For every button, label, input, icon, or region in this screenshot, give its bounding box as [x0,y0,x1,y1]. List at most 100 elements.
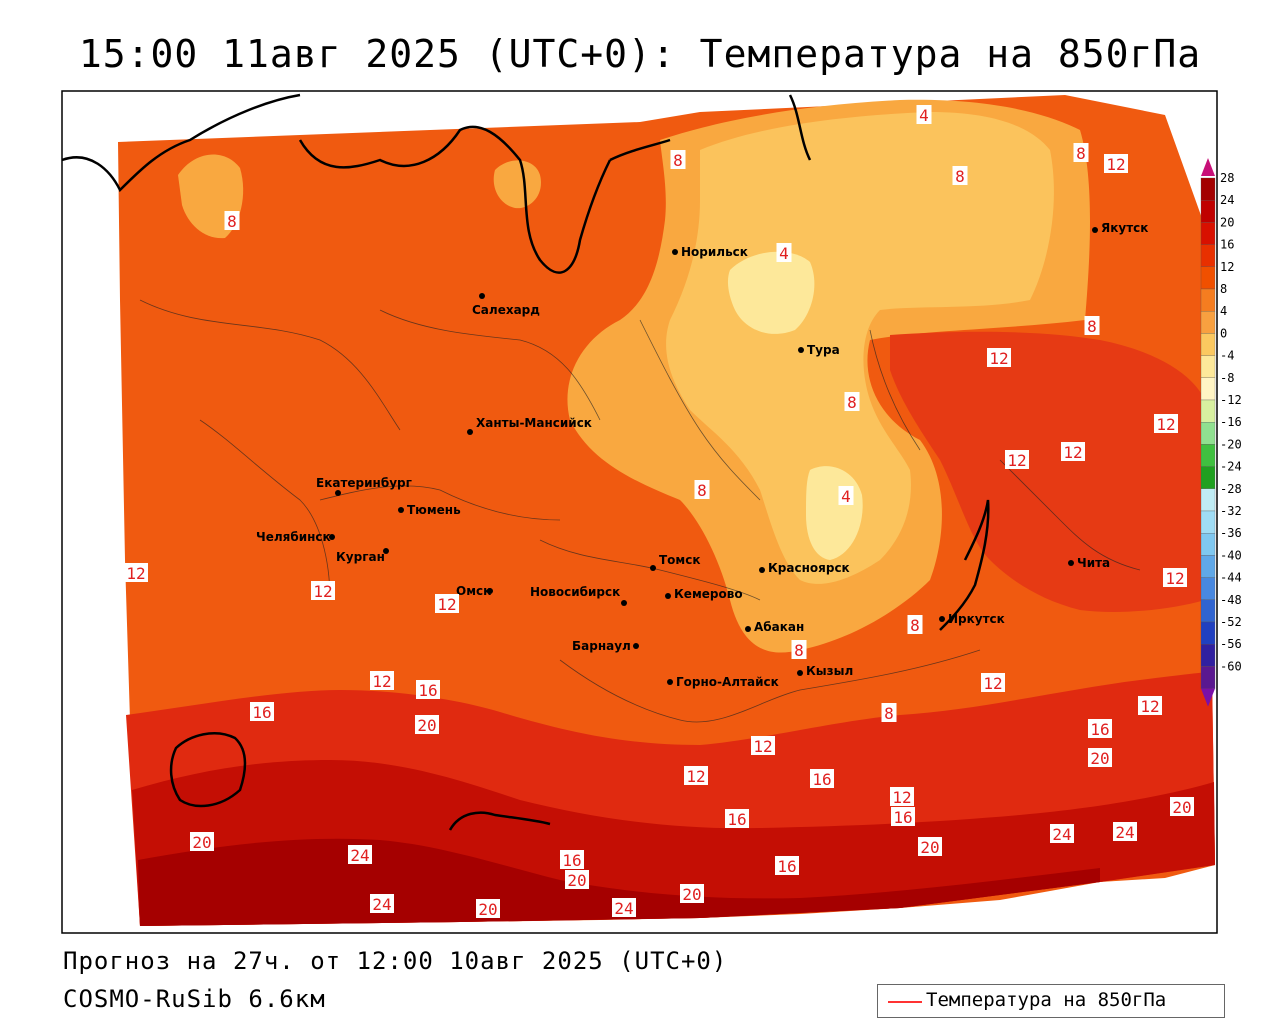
city-label: Абакан [754,620,804,634]
map-title: 15:00 11авг 2025 (UTC+0): Температура на… [78,32,1202,76]
contour-label: 12 [1156,415,1175,434]
colorbar-tick-label: 24 [1220,193,1234,207]
contour-label: 16 [562,851,581,870]
contour-label: 12 [1106,155,1125,174]
colorbar: 28 24 20 16 12 8 4 0 -4 -8 -12 -16 -20 -24 -28 -32 -36 -4… [1200,158,1242,707]
cool-pocket-yamal [493,160,541,209]
colorbar-tick-label: -8 [1220,371,1234,385]
contour-label: 4 [841,487,851,506]
contour-label: 8 [794,641,804,660]
cool-region-4 [666,112,1054,584]
contour-label-box [1170,797,1194,816]
contour-label-box [560,850,584,869]
colorbar-tick-label: 28 [1220,171,1234,185]
colorbar-swatch [1200,399,1216,423]
colorbar-swatch [1200,555,1216,578]
colorbar-tick-label: 12 [1220,260,1234,274]
city-marker [650,565,656,571]
contour-label: 20 [567,871,586,890]
contour-label-box [694,480,710,499]
contour-label-box [1005,450,1029,469]
city-marker [745,626,751,632]
contour-label-box [844,392,860,411]
city-label: Горно-Алтайск [676,675,779,689]
contour-label: 12 [313,582,332,601]
contour-label: 12 [753,737,772,756]
city-marker [667,679,673,685]
contour-label: 12 [892,788,911,807]
contour-label: 16 [418,681,437,700]
colorbar-tick-label: -24 [1220,460,1242,474]
contour-label: 8 [847,393,857,412]
contour-label: 16 [812,770,831,789]
contour-label: 8 [227,212,237,231]
contour-label-box [838,486,854,505]
contour-label-box [810,769,834,788]
contour-label-box [311,581,335,600]
city-marker [1068,560,1074,566]
contour-label: 16 [777,857,796,876]
contour-label-box [987,348,1011,367]
colorbar-swatch [1200,644,1216,667]
colorbar-swatch [1200,422,1216,445]
city-label: Челябинск [256,530,331,544]
colorbar-tick-label: -20 [1220,437,1242,451]
contour-label: 12 [1140,697,1159,716]
city-marker [665,593,671,599]
colorbar-swatch [1200,355,1216,378]
contour-label: 20 [478,900,497,919]
contour-label-box [952,166,968,185]
city-label: Екатеринбург [316,476,412,490]
map-frame [61,90,1218,934]
contour-label: 24 [614,899,633,918]
contour-label-box [1104,154,1128,173]
city-marker [467,429,473,435]
contour-label-box [680,884,704,903]
colorbar-swatch [1200,666,1216,689]
colorbar-swatch [1200,577,1216,600]
contour-label-box [725,809,749,828]
legend-box: Температура на 850гПа [877,984,1225,1018]
contour-label-box [890,787,914,806]
contour-label-box [670,150,686,169]
contour-label-box [1061,442,1085,461]
colorbar-tick-label: 16 [1220,238,1234,252]
contour-label: 8 [1076,144,1086,163]
contour-label-box [370,671,394,690]
contour-label: 20 [1090,749,1109,768]
contour-label: 24 [350,846,369,865]
city-label: Тюмень [407,503,461,517]
colorbar-swatch [1200,244,1216,267]
colorbar-tick-label: 0 [1220,326,1227,340]
city-marker [798,347,804,353]
city-label: Тура [807,343,840,357]
contour-label-box [1084,316,1100,335]
city-label: Чита [1077,556,1110,570]
contour-label-box [1163,568,1187,587]
contour-label-box [476,899,500,918]
city-label: Томск [659,553,701,567]
city-label: Омск [456,584,491,598]
contour-label-box [1138,696,1162,715]
contour-label-box [684,766,708,785]
colorbar-tick-label: -48 [1220,593,1242,607]
contour-label: 12 [1007,451,1026,470]
colorbar-swatch [1200,621,1216,645]
contour-label-box [370,894,394,913]
colorbar-tick-label: 4 [1220,304,1227,318]
contour-label: 8 [673,151,683,170]
colorbar-tick-label: 20 [1220,215,1234,229]
colorbar-tick-label: -56 [1220,637,1242,651]
contour-label-box [775,856,799,875]
city-label: Курган [336,550,385,564]
colorbar-tick-label: -4 [1220,349,1234,363]
colorbar-tick-label: -44 [1220,571,1242,585]
cool-pocket-0 [727,251,815,334]
contour-label: 12 [372,672,391,691]
contour-label: 8 [1087,317,1097,336]
contour-label-box [881,703,897,722]
city-label: Кызыл [806,664,853,678]
contour-label: 12 [126,564,145,583]
city-marker [939,616,945,622]
forecast-info: Прогноз на 27ч. от 12:00 10авг 2025 (UTC… [63,947,728,975]
